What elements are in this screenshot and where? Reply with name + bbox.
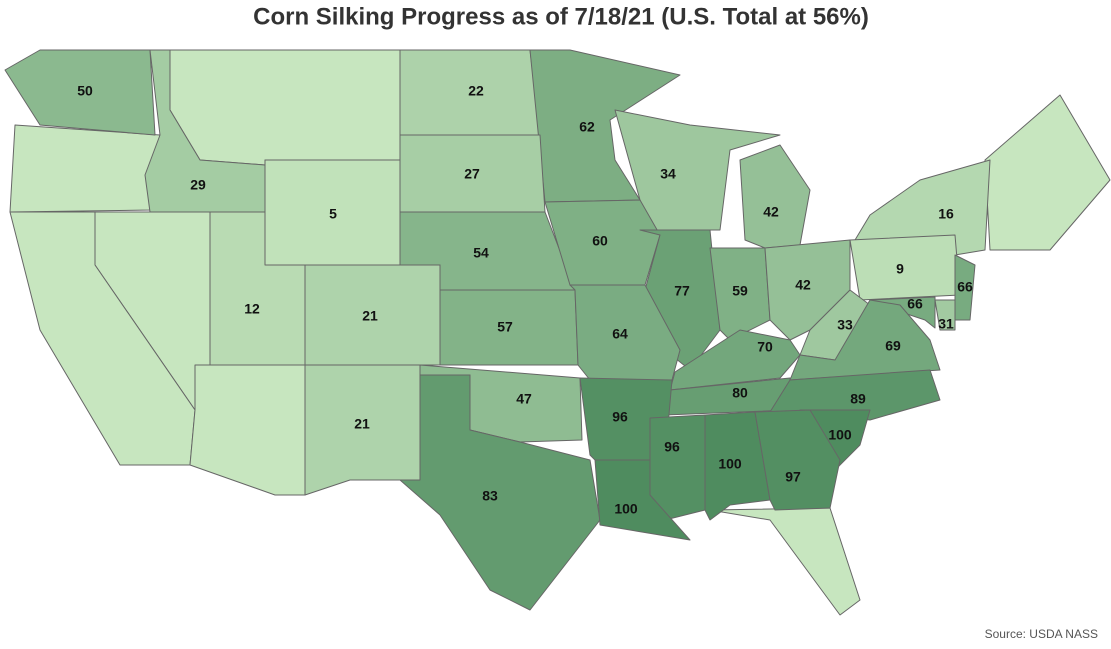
state <box>849 234 961 301</box>
state-label: 83 <box>482 488 498 504</box>
state-label: 21 <box>362 308 378 324</box>
state-label: 100 <box>614 501 638 517</box>
state <box>984 94 1111 251</box>
state-label: 59 <box>732 283 748 299</box>
state-label: 29 <box>190 177 206 193</box>
state-label: 60 <box>592 233 608 249</box>
state <box>709 247 771 341</box>
state <box>4 49 156 136</box>
state-label: 12 <box>244 301 260 317</box>
state-label: 50 <box>77 83 93 99</box>
source: Source: USDA NASS <box>985 627 1098 641</box>
state-label: 16 <box>938 206 954 222</box>
state-label: 42 <box>763 204 779 220</box>
state-label: 34 <box>660 166 676 182</box>
title: Corn Silking Progress as of 7/18/21 (U.S… <box>253 3 869 30</box>
state <box>594 459 691 541</box>
state <box>544 199 661 286</box>
state-label: 31 <box>938 316 954 332</box>
state-label: 96 <box>612 409 628 425</box>
state-label: 96 <box>664 439 680 455</box>
state-label: 77 <box>674 283 690 299</box>
state-label: 27 <box>464 166 480 182</box>
state <box>9 124 161 213</box>
state-label: 66 <box>957 279 973 295</box>
state <box>349 374 601 611</box>
state <box>934 299 956 331</box>
state-label: 64 <box>612 326 628 342</box>
state-label: 42 <box>795 277 811 293</box>
state-label: 22 <box>468 83 484 99</box>
state-label: 80 <box>732 385 748 401</box>
state <box>709 507 861 616</box>
state-label: 54 <box>473 245 489 261</box>
unlabeled-states <box>9 49 1111 616</box>
state-label: 21 <box>354 416 370 432</box>
state <box>739 144 811 249</box>
state-labels: 50 29 22 62 34 27 5 42 16 54 60 12 21 57 77 59 42 9 66 66 31… <box>77 83 973 517</box>
state-label: 9 <box>896 261 904 277</box>
state-label: 89 <box>850 391 866 407</box>
state-label: 97 <box>785 469 801 485</box>
state-label: 100 <box>718 456 742 472</box>
state-label: 66 <box>907 296 923 312</box>
state-label: 33 <box>837 317 853 333</box>
labeled-states <box>4 49 991 611</box>
state-label: 5 <box>329 206 337 222</box>
state <box>189 364 306 496</box>
state <box>954 254 976 321</box>
state <box>169 49 401 166</box>
state-label: 62 <box>579 119 595 135</box>
state-label: 47 <box>516 391 532 407</box>
state-label: 70 <box>757 339 773 355</box>
state <box>754 409 841 511</box>
state-label: 69 <box>885 338 901 354</box>
state-label: 100 <box>828 427 852 443</box>
state-label: 57 <box>497 319 513 335</box>
